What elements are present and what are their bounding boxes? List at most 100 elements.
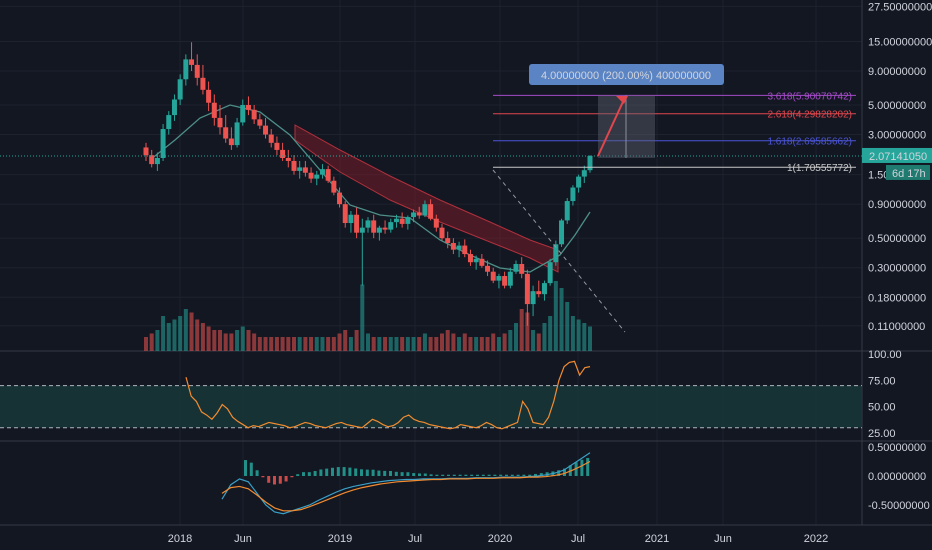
volume-bar xyxy=(235,330,240,351)
candle xyxy=(422,204,428,216)
candle xyxy=(200,77,206,90)
candle xyxy=(314,174,320,179)
volume-bar xyxy=(457,337,462,351)
volume-bar xyxy=(343,330,348,351)
candle xyxy=(228,138,234,146)
candle xyxy=(553,244,559,263)
volume-bar xyxy=(206,326,211,351)
macd-histogram-bar xyxy=(406,472,410,476)
time-tick-label: Jun xyxy=(234,533,252,545)
macd-histogram-bar xyxy=(447,474,450,476)
time-tick-label: Jul xyxy=(571,533,585,545)
price-tick-label: 0.30000000 xyxy=(868,263,926,275)
volume-bar xyxy=(172,319,177,351)
candle xyxy=(507,271,513,286)
volume-bar xyxy=(536,333,541,351)
macd-histogram-bar xyxy=(371,469,375,476)
macd-histogram-bar xyxy=(377,470,381,476)
current-price-label: 2.07141050 xyxy=(869,151,927,163)
volume-bar xyxy=(445,330,450,351)
candle xyxy=(206,89,212,103)
volume-bar xyxy=(212,330,217,351)
macd-histogram-bar xyxy=(528,474,532,476)
candle xyxy=(331,180,337,193)
volume-bar xyxy=(149,333,154,351)
candle xyxy=(251,109,257,120)
volume-bar xyxy=(394,337,399,351)
macd-histogram-bar xyxy=(331,467,334,476)
macd-histogram-bar xyxy=(516,474,520,476)
volume-bar xyxy=(161,316,166,351)
volume-bar xyxy=(229,333,234,351)
macd-histogram-bar xyxy=(348,467,352,476)
time-tick-label: Jul xyxy=(408,533,422,545)
macd-histogram-bar xyxy=(557,470,561,476)
candle xyxy=(587,156,593,171)
macd-histogram-bar xyxy=(470,474,474,476)
candle xyxy=(411,212,417,218)
macd-histogram-bar xyxy=(244,460,247,476)
volume-bar xyxy=(309,337,314,351)
macd-histogram-bar xyxy=(435,474,439,476)
macd-histogram-bar xyxy=(255,470,259,476)
oscillator-line xyxy=(185,360,591,430)
macd-histogram-bar xyxy=(418,473,421,476)
volume-bar xyxy=(166,323,171,351)
volume-bar xyxy=(218,330,222,351)
macd-histogram-bar xyxy=(586,457,590,476)
oscillator-tick-label: 75.00 xyxy=(868,375,896,387)
candle xyxy=(359,227,365,233)
candle xyxy=(433,218,439,228)
price-tick-label: 0.90000000 xyxy=(868,199,926,211)
fib-level-label: 1(1.70555772) xyxy=(787,163,852,174)
volume-bar xyxy=(144,337,148,351)
candle xyxy=(536,291,542,295)
volume-bar xyxy=(559,288,564,351)
candle xyxy=(462,245,468,255)
measure-label: 4.00000000 (200.00%) 400000000 xyxy=(541,70,711,82)
macd-histogram-bar xyxy=(505,474,508,476)
volume-bar xyxy=(223,333,228,351)
price-tick-label: 0.11000000 xyxy=(868,321,925,333)
candle xyxy=(263,125,269,135)
macd-histogram-bar xyxy=(423,473,427,476)
volume-bar xyxy=(155,330,160,351)
candle xyxy=(160,129,166,158)
price-tick-label: 5.00000000 xyxy=(868,100,926,112)
candle xyxy=(564,201,570,221)
price-tick-label: 3.00000000 xyxy=(868,130,926,142)
volume-bar xyxy=(411,337,416,351)
volume-bar xyxy=(314,337,319,351)
volume-bar xyxy=(263,337,268,351)
candle xyxy=(149,155,155,165)
volume-bar xyxy=(388,337,393,351)
macd-histogram-bar xyxy=(307,472,311,476)
candle xyxy=(502,276,508,286)
candle xyxy=(428,204,434,219)
macd-histogram-bar xyxy=(296,474,300,476)
candle xyxy=(177,79,183,100)
candle xyxy=(479,258,485,266)
volume-bar xyxy=(531,330,536,351)
fib-level-label: 1.618(2.69585662) xyxy=(767,137,852,148)
macd-tick-label: 0.50000000 xyxy=(868,442,926,454)
macd-histogram-bar xyxy=(302,472,305,476)
macd-histogram-bar xyxy=(249,462,253,476)
volume-bar xyxy=(354,330,359,351)
volume-bar xyxy=(337,333,342,351)
fib-level-label: 3.618(5.90070742) xyxy=(767,91,852,102)
candle xyxy=(559,220,565,245)
volume-bar xyxy=(178,316,183,351)
volume-bar xyxy=(331,337,336,351)
countdown-badge xyxy=(886,164,930,180)
time-tick-label: 2021 xyxy=(645,533,669,545)
macd-histogram-bar xyxy=(273,476,276,485)
candle xyxy=(467,254,473,263)
candle xyxy=(365,220,371,228)
volume-bar xyxy=(582,323,587,351)
macd-histogram-bar xyxy=(267,476,271,483)
volume-bar xyxy=(383,337,388,351)
candle xyxy=(143,147,149,156)
volume-bar xyxy=(257,337,262,351)
